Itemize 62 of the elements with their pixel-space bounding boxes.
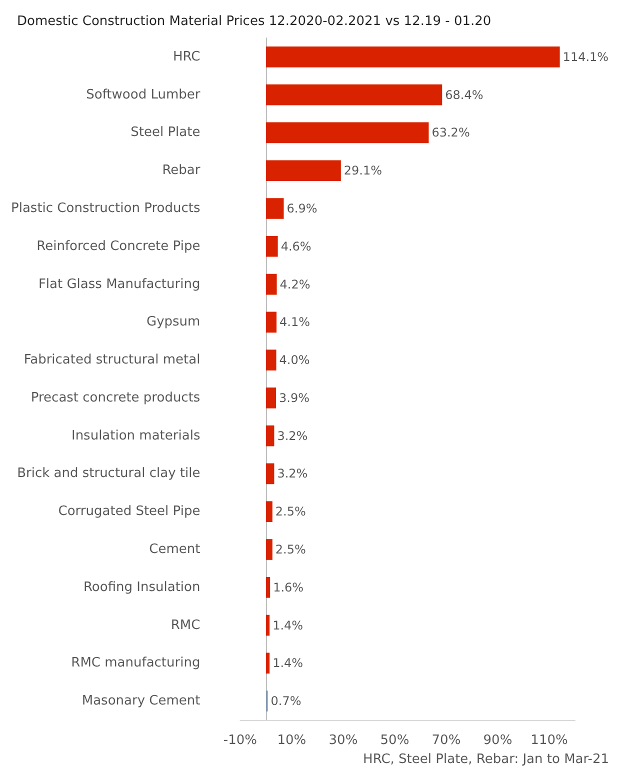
y-tick-label: Steel Plate [130, 125, 200, 140]
data-label: 63.2% [432, 126, 470, 140]
y-tick-label: Reinforced Concrete Pipe [36, 238, 200, 254]
x-tick-label: 50% [380, 733, 410, 748]
data-label: 2.5% [275, 504, 306, 519]
chart-title: Domestic Construction Material Prices 12.2020-02.2021 vs 12.19 - 01.20 [17, 14, 492, 29]
bar [266, 652, 270, 674]
y-tick-label: Brick and structural clay tile [17, 466, 200, 482]
y-tick-label: Corrugated Steel Pipe [58, 504, 200, 520]
bar [266, 46, 560, 68]
y-tick-label: Cement [149, 542, 200, 557]
bar [266, 425, 274, 446]
data-label: 4.1% [280, 315, 310, 330]
y-tick-label: Rebar [162, 163, 201, 178]
data-label: 0.7% [270, 694, 302, 708]
data-label: 4.0% [279, 353, 310, 368]
x-tick-label: 110% [530, 733, 568, 748]
y-tick-label: HRC [172, 49, 200, 64]
y-tick-label: Softwood Lumber [86, 87, 201, 102]
bar [266, 160, 341, 182]
data-label: 68.4% [445, 88, 484, 102]
data-label: 114.1% [562, 50, 609, 64]
x-tick-label: -10% [223, 733, 258, 748]
bar [266, 614, 270, 636]
x-tick-label: 30% [328, 733, 358, 748]
bar [266, 388, 276, 408]
x-tick-label: 90% [483, 733, 512, 748]
y-tick-label: Roofing Insulation [83, 580, 200, 595]
y-tick-label: RMC [170, 618, 200, 633]
data-label: 2.5% [275, 542, 306, 556]
bar [266, 350, 276, 370]
x-tick-label: 70% [432, 733, 461, 748]
y-tick-label: Flat Glass Manufacturing [38, 276, 200, 292]
y-tick-label: Plastic Construction Products [11, 201, 200, 216]
bar [266, 501, 272, 522]
data-label: 1.6% [273, 580, 304, 594]
data-label: 4.6% [280, 239, 312, 254]
bar [266, 274, 277, 295]
y-tick-label: Masonary Cement [82, 694, 200, 709]
data-label: 3.2% [277, 466, 308, 481]
bar [266, 539, 272, 560]
x-tick-label: 10% [277, 733, 306, 748]
bar [266, 463, 274, 484]
data-label: 3.9% [279, 390, 310, 405]
bar [266, 122, 429, 144]
bar [266, 84, 442, 106]
bar [266, 576, 270, 598]
bar [266, 198, 284, 219]
y-tick-label: Fabricated structural metal [24, 352, 200, 368]
y-tick-label: Gypsum [146, 314, 200, 330]
data-label: 4.2% [280, 277, 310, 292]
data-label: 6.9% [286, 202, 318, 216]
y-tick-label: Insulation materials [71, 428, 200, 444]
bar [266, 236, 278, 257]
data-label: 29.1% [344, 164, 382, 178]
text: HRC, Steel Plate, Rebar: Jan to Mar-21 [363, 752, 610, 767]
bar [266, 312, 277, 333]
data-label: 1.4% [272, 656, 304, 670]
y-tick-label: RMC manufacturing [71, 656, 200, 671]
y-tick-label: Precast concrete products [30, 390, 200, 406]
data-label: 1.4% [272, 618, 304, 632]
data-label: 3.2% [277, 428, 308, 443]
